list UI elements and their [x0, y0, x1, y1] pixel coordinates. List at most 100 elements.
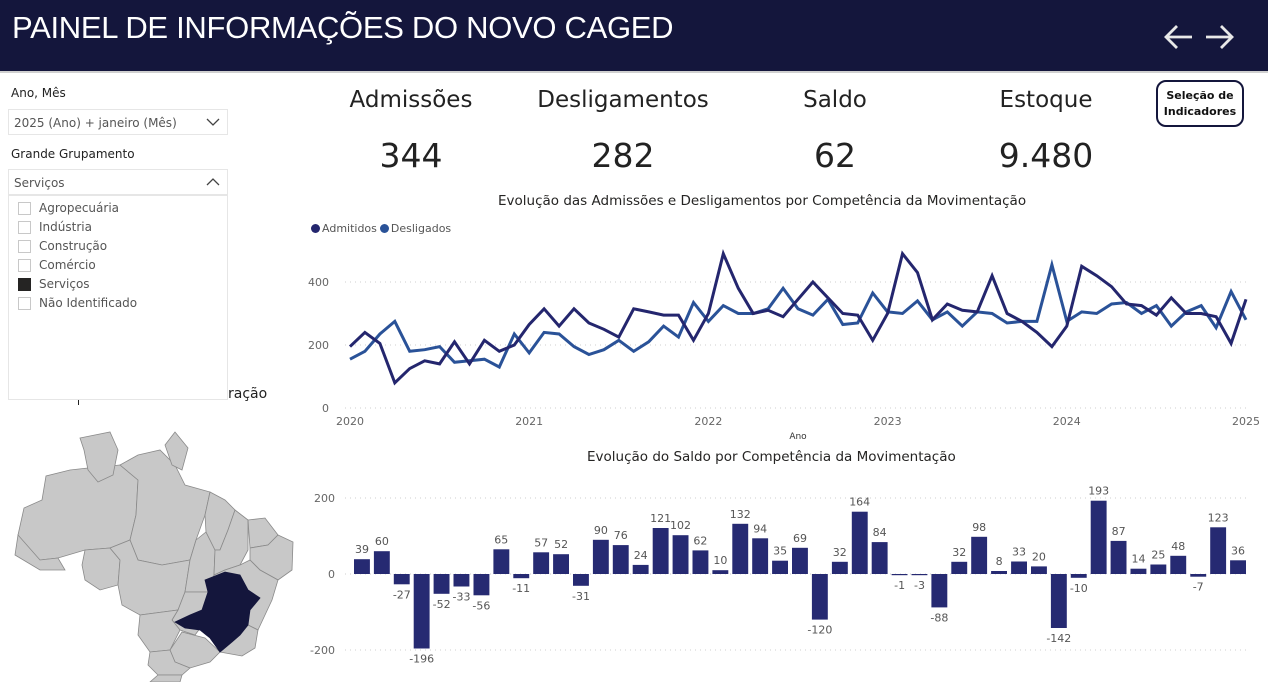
option-label: Construção: [39, 239, 108, 253]
saldo-bar[interactable]: [513, 574, 530, 579]
option-industria[interactable]: Indústria: [18, 218, 92, 236]
saldo-bar[interactable]: [692, 550, 709, 574]
saldo-bar[interactable]: [1190, 574, 1207, 577]
saldo-bar[interactable]: [493, 549, 510, 574]
saldo-bar[interactable]: [533, 552, 550, 574]
bar-data-label: 123: [1208, 511, 1229, 524]
bar-data-label: -88: [930, 611, 948, 624]
saldo-bar[interactable]: [1170, 555, 1187, 574]
saldo-bar[interactable]: [373, 551, 390, 574]
checkbox[interactable]: [18, 201, 31, 215]
saldo-bar[interactable]: [811, 574, 828, 620]
grande-grupamento-dropdown[interactable]: Serviços: [8, 169, 228, 195]
bar-data-label: -52: [433, 598, 451, 611]
saldo-bar[interactable]: [1210, 527, 1227, 574]
saldo-bar[interactable]: [473, 574, 490, 596]
saldo-bar[interactable]: [1070, 574, 1087, 578]
saldo-bar[interactable]: [573, 574, 589, 586]
kpi-estoque-value: 9.480: [998, 136, 1094, 175]
legend-admitidos[interactable]: Admitidos: [311, 222, 377, 235]
checkbox[interactable]: [18, 220, 31, 234]
saldo-bar[interactable]: [1011, 561, 1027, 575]
ano-mes-dropdown[interactable]: 2025 (Ano) + janeiro (Mês): [8, 109, 228, 135]
series-line-admitidos[interactable]: [348, 249, 1248, 386]
option-construcao[interactable]: Construção: [18, 237, 107, 255]
bar-data-label: 32: [833, 546, 847, 559]
saldo-bar[interactable]: [732, 523, 749, 574]
saldo-bar[interactable]: [453, 574, 470, 587]
saldo-bar[interactable]: [413, 574, 430, 649]
saldo-bar[interactable]: [672, 535, 689, 574]
saldo-bar[interactable]: [971, 536, 988, 574]
option-comercio[interactable]: Comércio: [18, 256, 96, 274]
bar-data-label: 36: [1231, 544, 1245, 557]
forward-button[interactable]: [1202, 20, 1236, 54]
saldo-bar[interactable]: [831, 561, 848, 574]
bar-data-label: 32: [952, 546, 966, 559]
legend-label: Admitidos: [322, 222, 377, 235]
arrow-left-icon: [1164, 25, 1192, 49]
saldo-bar[interactable]: [851, 511, 868, 574]
bar-data-label: 164: [849, 496, 870, 509]
bar-data-label: 121: [650, 512, 671, 525]
legend-desligados[interactable]: Desligados: [379, 222, 451, 235]
saldo-bar[interactable]: [433, 574, 450, 594]
saldo-bar[interactable]: [393, 574, 410, 585]
saldo-bar[interactable]: [991, 571, 1007, 574]
saldo-bar[interactable]: [1150, 564, 1167, 575]
x-tick-label: 2025: [1232, 415, 1260, 428]
saldo-bar[interactable]: [1110, 540, 1127, 574]
checkbox[interactable]: [18, 258, 31, 272]
selecao-indicadores-button[interactable]: Seleção de Indicadores: [1156, 80, 1244, 127]
saldo-bar[interactable]: [1031, 566, 1047, 574]
option-agropecuaria[interactable]: Agropecuária: [18, 199, 119, 217]
bar-data-label: 14: [1132, 553, 1146, 566]
saldo-bar[interactable]: [1130, 568, 1147, 574]
option-nao-identificado[interactable]: Não Identificado: [18, 294, 137, 312]
saldo-bar[interactable]: [792, 547, 808, 574]
checkbox[interactable]: [18, 296, 31, 310]
x-axis-label: Ano: [789, 432, 807, 442]
y-tick-label: -200: [310, 644, 335, 657]
kpi-desligamentos-value: 282: [591, 136, 655, 175]
checkbox[interactable]: [18, 239, 31, 253]
grande-grupamento-value: Serviços: [14, 176, 65, 190]
saldo-bar[interactable]: [911, 574, 928, 576]
chevron-down-icon: [206, 118, 220, 126]
saldo-bar[interactable]: [1230, 560, 1246, 574]
saldo-bar[interactable]: [354, 559, 370, 574]
saldo-bar[interactable]: [772, 560, 788, 574]
bar-data-label: -3: [914, 579, 925, 592]
back-button[interactable]: [1162, 20, 1196, 54]
saldo-bar[interactable]: [712, 570, 729, 574]
bar-data-label: 57: [534, 536, 548, 549]
legend-dot-admitidos: [311, 224, 320, 233]
saldo-bar[interactable]: [592, 539, 609, 574]
saldo-bar[interactable]: [752, 538, 769, 574]
series-line-desligados[interactable]: [349, 258, 1248, 370]
y-tick-label: 0: [322, 402, 329, 415]
checkbox-checked[interactable]: [18, 277, 31, 291]
line-chart[interactable]: 0 200 400 2020 2021 2022 2023 2024 2025 Ano: [300, 240, 1268, 445]
saldo-bar[interactable]: [1050, 574, 1067, 628]
saldo-bar[interactable]: [612, 545, 629, 574]
saldo-bar[interactable]: [951, 561, 968, 574]
chevron-up-icon: [206, 178, 220, 186]
saldo-bar[interactable]: [1090, 500, 1107, 574]
saldo-bar[interactable]: [891, 574, 908, 576]
brazil-map[interactable]: [10, 420, 295, 682]
ano-mes-value: 2025 (Ano) + janeiro (Mês): [14, 116, 177, 130]
option-servicos[interactable]: Serviços: [18, 275, 90, 293]
y-tick-label: 400: [308, 276, 329, 289]
arrow-right-icon: [1206, 25, 1234, 49]
bar-chart-title: Evolução do Saldo por Competência da Mov…: [587, 449, 956, 465]
bar-data-label: -10: [1070, 582, 1088, 595]
saldo-bar[interactable]: [652, 528, 669, 574]
saldo-bar[interactable]: [553, 554, 569, 574]
saldo-bar[interactable]: [871, 542, 888, 574]
saldo-bar[interactable]: [632, 564, 649, 574]
bar-data-label: 69: [793, 532, 807, 545]
bar-data-label: -7: [1193, 581, 1204, 594]
saldo-bar[interactable]: [931, 574, 948, 608]
